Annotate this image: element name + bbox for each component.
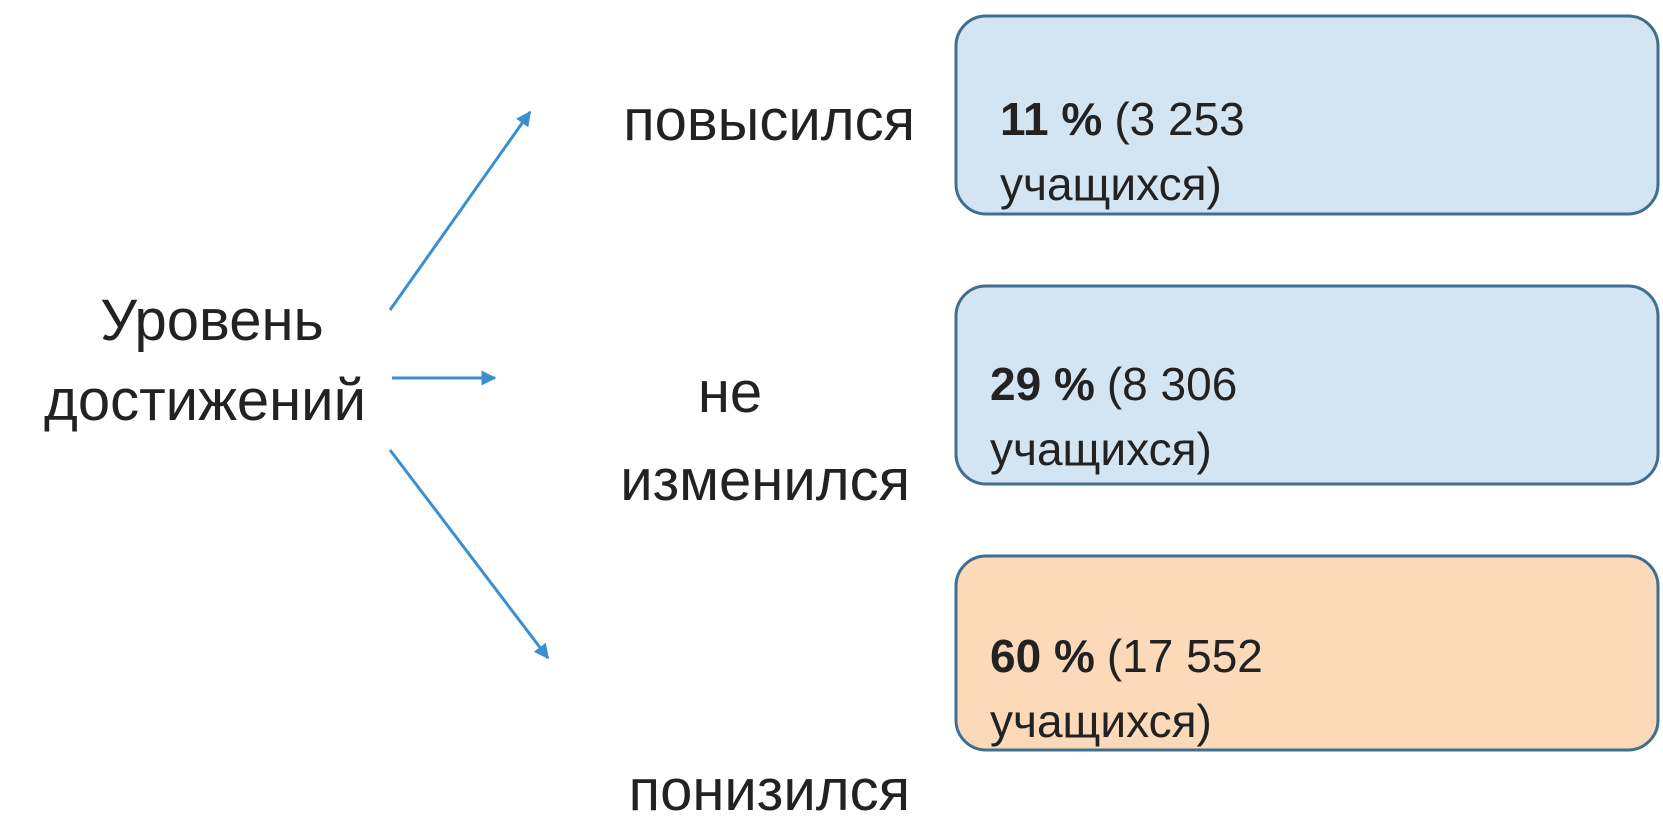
result-box xyxy=(954,284,1660,486)
arrow xyxy=(388,449,550,660)
branch-label: понизился xyxy=(629,758,910,822)
arrow xyxy=(388,110,532,311)
count: (8 306 xyxy=(1107,358,1237,410)
count: (3 253 xyxy=(1114,93,1244,145)
branch-label: изменился xyxy=(620,448,910,513)
box-line: 60 % (17 552 xyxy=(990,630,1263,682)
percent: 60 % xyxy=(990,630,1095,682)
count: (17 552 xyxy=(1107,630,1263,682)
source-label: достижений xyxy=(44,368,366,433)
percent: 29 % xyxy=(990,358,1095,410)
branch-label: повысился xyxy=(623,88,915,153)
box-line: учащихся) xyxy=(990,423,1212,475)
result-box xyxy=(954,14,1660,216)
source-label: Уровень xyxy=(100,288,323,353)
result-box xyxy=(954,554,1660,752)
percent: 11 % xyxy=(1000,93,1102,145)
box-line: 29 % (8 306 xyxy=(990,358,1237,410)
branch-label: не xyxy=(698,360,762,425)
box-line: учащихся) xyxy=(990,695,1212,747)
box-line: 11 % (3 253 xyxy=(1000,93,1245,145)
box-line: учащихся) xyxy=(1000,158,1222,210)
